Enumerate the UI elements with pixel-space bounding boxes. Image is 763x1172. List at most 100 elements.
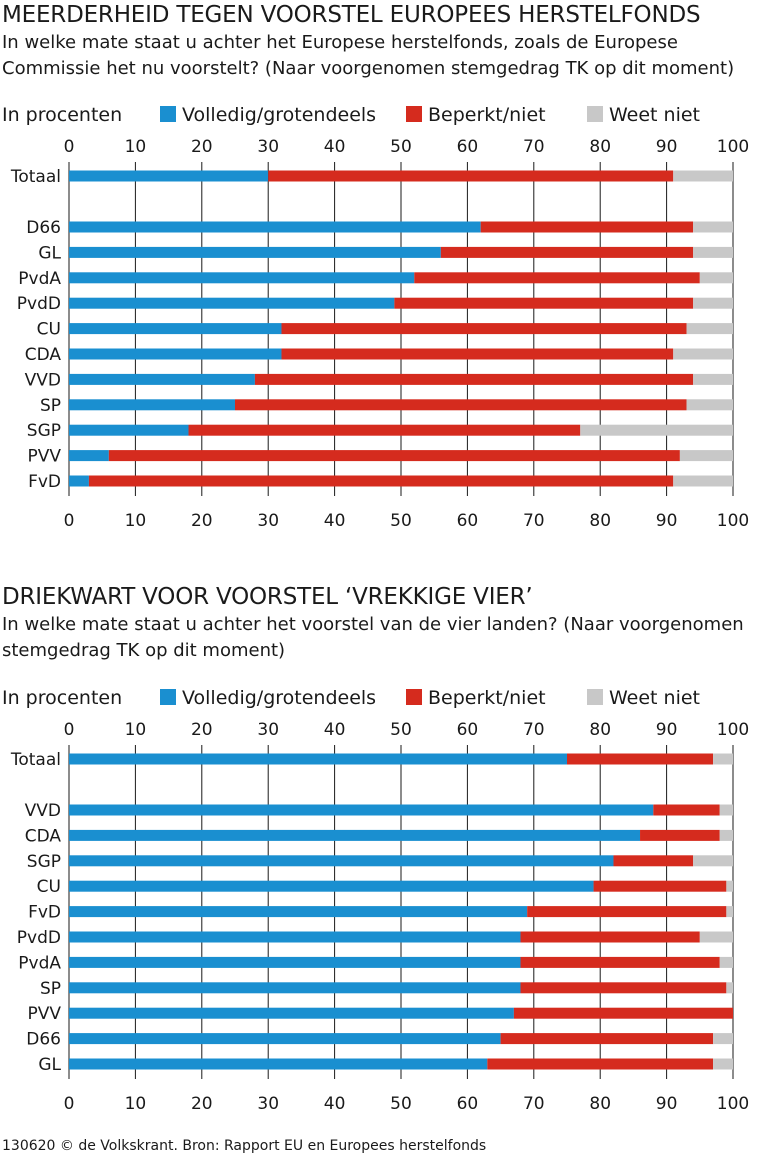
x-tick-label-top: 0 bbox=[64, 137, 75, 157]
bar-segment bbox=[268, 170, 674, 182]
x-tick-label-top: 60 bbox=[457, 720, 479, 740]
bar-segment bbox=[487, 1058, 714, 1070]
bar-segment bbox=[513, 1007, 733, 1019]
legend-swatch-red bbox=[406, 689, 422, 705]
category-label: PvdD bbox=[17, 294, 61, 314]
bar-segment bbox=[699, 931, 733, 943]
bar-segment bbox=[567, 753, 714, 765]
x-tick-label-bottom: 40 bbox=[324, 511, 346, 531]
x-tick-label-bottom: 90 bbox=[656, 511, 678, 531]
legend-swatch-grey bbox=[587, 689, 603, 705]
x-tick-label-top: 90 bbox=[656, 137, 678, 157]
bar-segment bbox=[188, 424, 581, 436]
x-tick-label-bottom: 30 bbox=[257, 511, 279, 531]
bar-segment bbox=[726, 982, 733, 994]
x-tick-label-top: 40 bbox=[324, 137, 346, 157]
x-tick-label-bottom: 100 bbox=[717, 1094, 749, 1114]
legend-swatch-blue bbox=[160, 106, 176, 122]
legend-item-beperkt: Beperkt/niet bbox=[406, 104, 546, 126]
x-tick-label-bottom: 60 bbox=[457, 511, 479, 531]
bar-segment bbox=[88, 475, 674, 487]
category-label: PvdD bbox=[17, 928, 61, 948]
bar-segment bbox=[69, 753, 567, 765]
x-tick-label-top: 40 bbox=[324, 720, 346, 740]
x-tick-label-bottom: 10 bbox=[125, 1094, 147, 1114]
bar-segment bbox=[69, 1033, 501, 1045]
bar-segment bbox=[693, 246, 733, 258]
bar-segment bbox=[69, 931, 521, 943]
category-label: SP bbox=[40, 396, 61, 416]
x-tick-label-top: 70 bbox=[523, 137, 545, 157]
bar-segment bbox=[69, 855, 614, 867]
x-tick-label-top: 80 bbox=[589, 137, 611, 157]
bar-segment bbox=[713, 753, 733, 765]
x-tick-label-bottom: 40 bbox=[324, 1094, 346, 1114]
chart-1-plot: 0 0 10 10 20 20 30 30 40 40 50 50 60 60 70 70 80 80 90 90 10… bbox=[10, 137, 749, 531]
bar-segment bbox=[713, 1058, 733, 1070]
bar-segment bbox=[520, 931, 700, 943]
x-tick-label-bottom: 60 bbox=[457, 1094, 479, 1114]
bar-segment bbox=[69, 323, 282, 335]
bar-segment bbox=[480, 221, 694, 233]
bar-segment bbox=[69, 982, 521, 994]
legend-item-volledig: Volledig/grotendeels bbox=[160, 687, 376, 709]
bar-segment bbox=[69, 221, 481, 233]
category-label: FvD bbox=[28, 903, 61, 923]
x-tick-label-bottom: 70 bbox=[523, 511, 545, 531]
legend-item-beperkt: Beperkt/niet bbox=[406, 687, 546, 709]
bar-segment bbox=[69, 956, 521, 968]
category-label: SP bbox=[40, 979, 61, 999]
x-tick-label-bottom: 50 bbox=[390, 1094, 412, 1114]
x-tick-label-top: 20 bbox=[191, 720, 213, 740]
bar-segment bbox=[693, 373, 733, 385]
bar-segment bbox=[69, 424, 189, 436]
x-tick-label-top: 10 bbox=[125, 720, 147, 740]
bar-segment bbox=[613, 855, 694, 867]
x-tick-label-bottom: 80 bbox=[589, 1094, 611, 1114]
bar-segment bbox=[440, 246, 694, 258]
bar-segment bbox=[69, 170, 269, 182]
category-label: PVV bbox=[27, 447, 61, 467]
bar-segment bbox=[713, 1033, 733, 1045]
x-tick-label-top: 60 bbox=[457, 137, 479, 157]
x-tick-label-bottom: 20 bbox=[191, 1094, 213, 1114]
bar-segment bbox=[254, 373, 694, 385]
category-label: Totaal bbox=[10, 167, 61, 187]
bar-segment bbox=[520, 982, 727, 994]
bar-segment bbox=[673, 475, 733, 487]
category-label: SGP bbox=[27, 852, 61, 872]
bar-segment bbox=[593, 880, 727, 892]
legend-label: Volledig/grotendeels bbox=[182, 104, 377, 126]
bar-segment bbox=[726, 880, 733, 892]
chart-2-title: DRIEKWART VOOR VOORSTEL ‘VREKKIGE VIER’ bbox=[2, 584, 533, 610]
category-label: VVD bbox=[25, 801, 61, 821]
bar-segment bbox=[69, 1058, 488, 1070]
bar-segment bbox=[693, 297, 733, 309]
x-tick-label-top: 80 bbox=[589, 720, 611, 740]
bar-segment bbox=[673, 348, 733, 360]
bar-segment bbox=[679, 450, 733, 462]
bar-segment bbox=[235, 399, 687, 411]
category-label: D66 bbox=[26, 218, 61, 238]
category-label: D66 bbox=[26, 1030, 61, 1050]
category-label: CDA bbox=[25, 345, 62, 365]
category-label: VVD bbox=[25, 370, 61, 390]
x-tick-label-bottom: 30 bbox=[257, 1094, 279, 1114]
x-tick-label-top: 30 bbox=[257, 720, 279, 740]
chart-2-subtitle: In welke mate staat u achter het voorste… bbox=[2, 614, 744, 661]
bar-segment bbox=[281, 348, 674, 360]
bar-segment bbox=[719, 956, 733, 968]
x-tick-label-bottom: 50 bbox=[390, 511, 412, 531]
bar-segment bbox=[69, 475, 89, 487]
bar-segment bbox=[640, 829, 720, 841]
x-tick-label-top: 50 bbox=[390, 720, 412, 740]
x-tick-label-bottom: 0 bbox=[64, 511, 75, 531]
bar-segment bbox=[693, 855, 733, 867]
bar-segment bbox=[108, 450, 680, 462]
category-label: CU bbox=[37, 320, 61, 340]
bar-segment bbox=[726, 906, 733, 918]
x-tick-label-top: 50 bbox=[390, 137, 412, 157]
bar-segment bbox=[69, 272, 415, 284]
category-label: PVV bbox=[27, 1004, 61, 1024]
bar-segment bbox=[686, 399, 733, 411]
